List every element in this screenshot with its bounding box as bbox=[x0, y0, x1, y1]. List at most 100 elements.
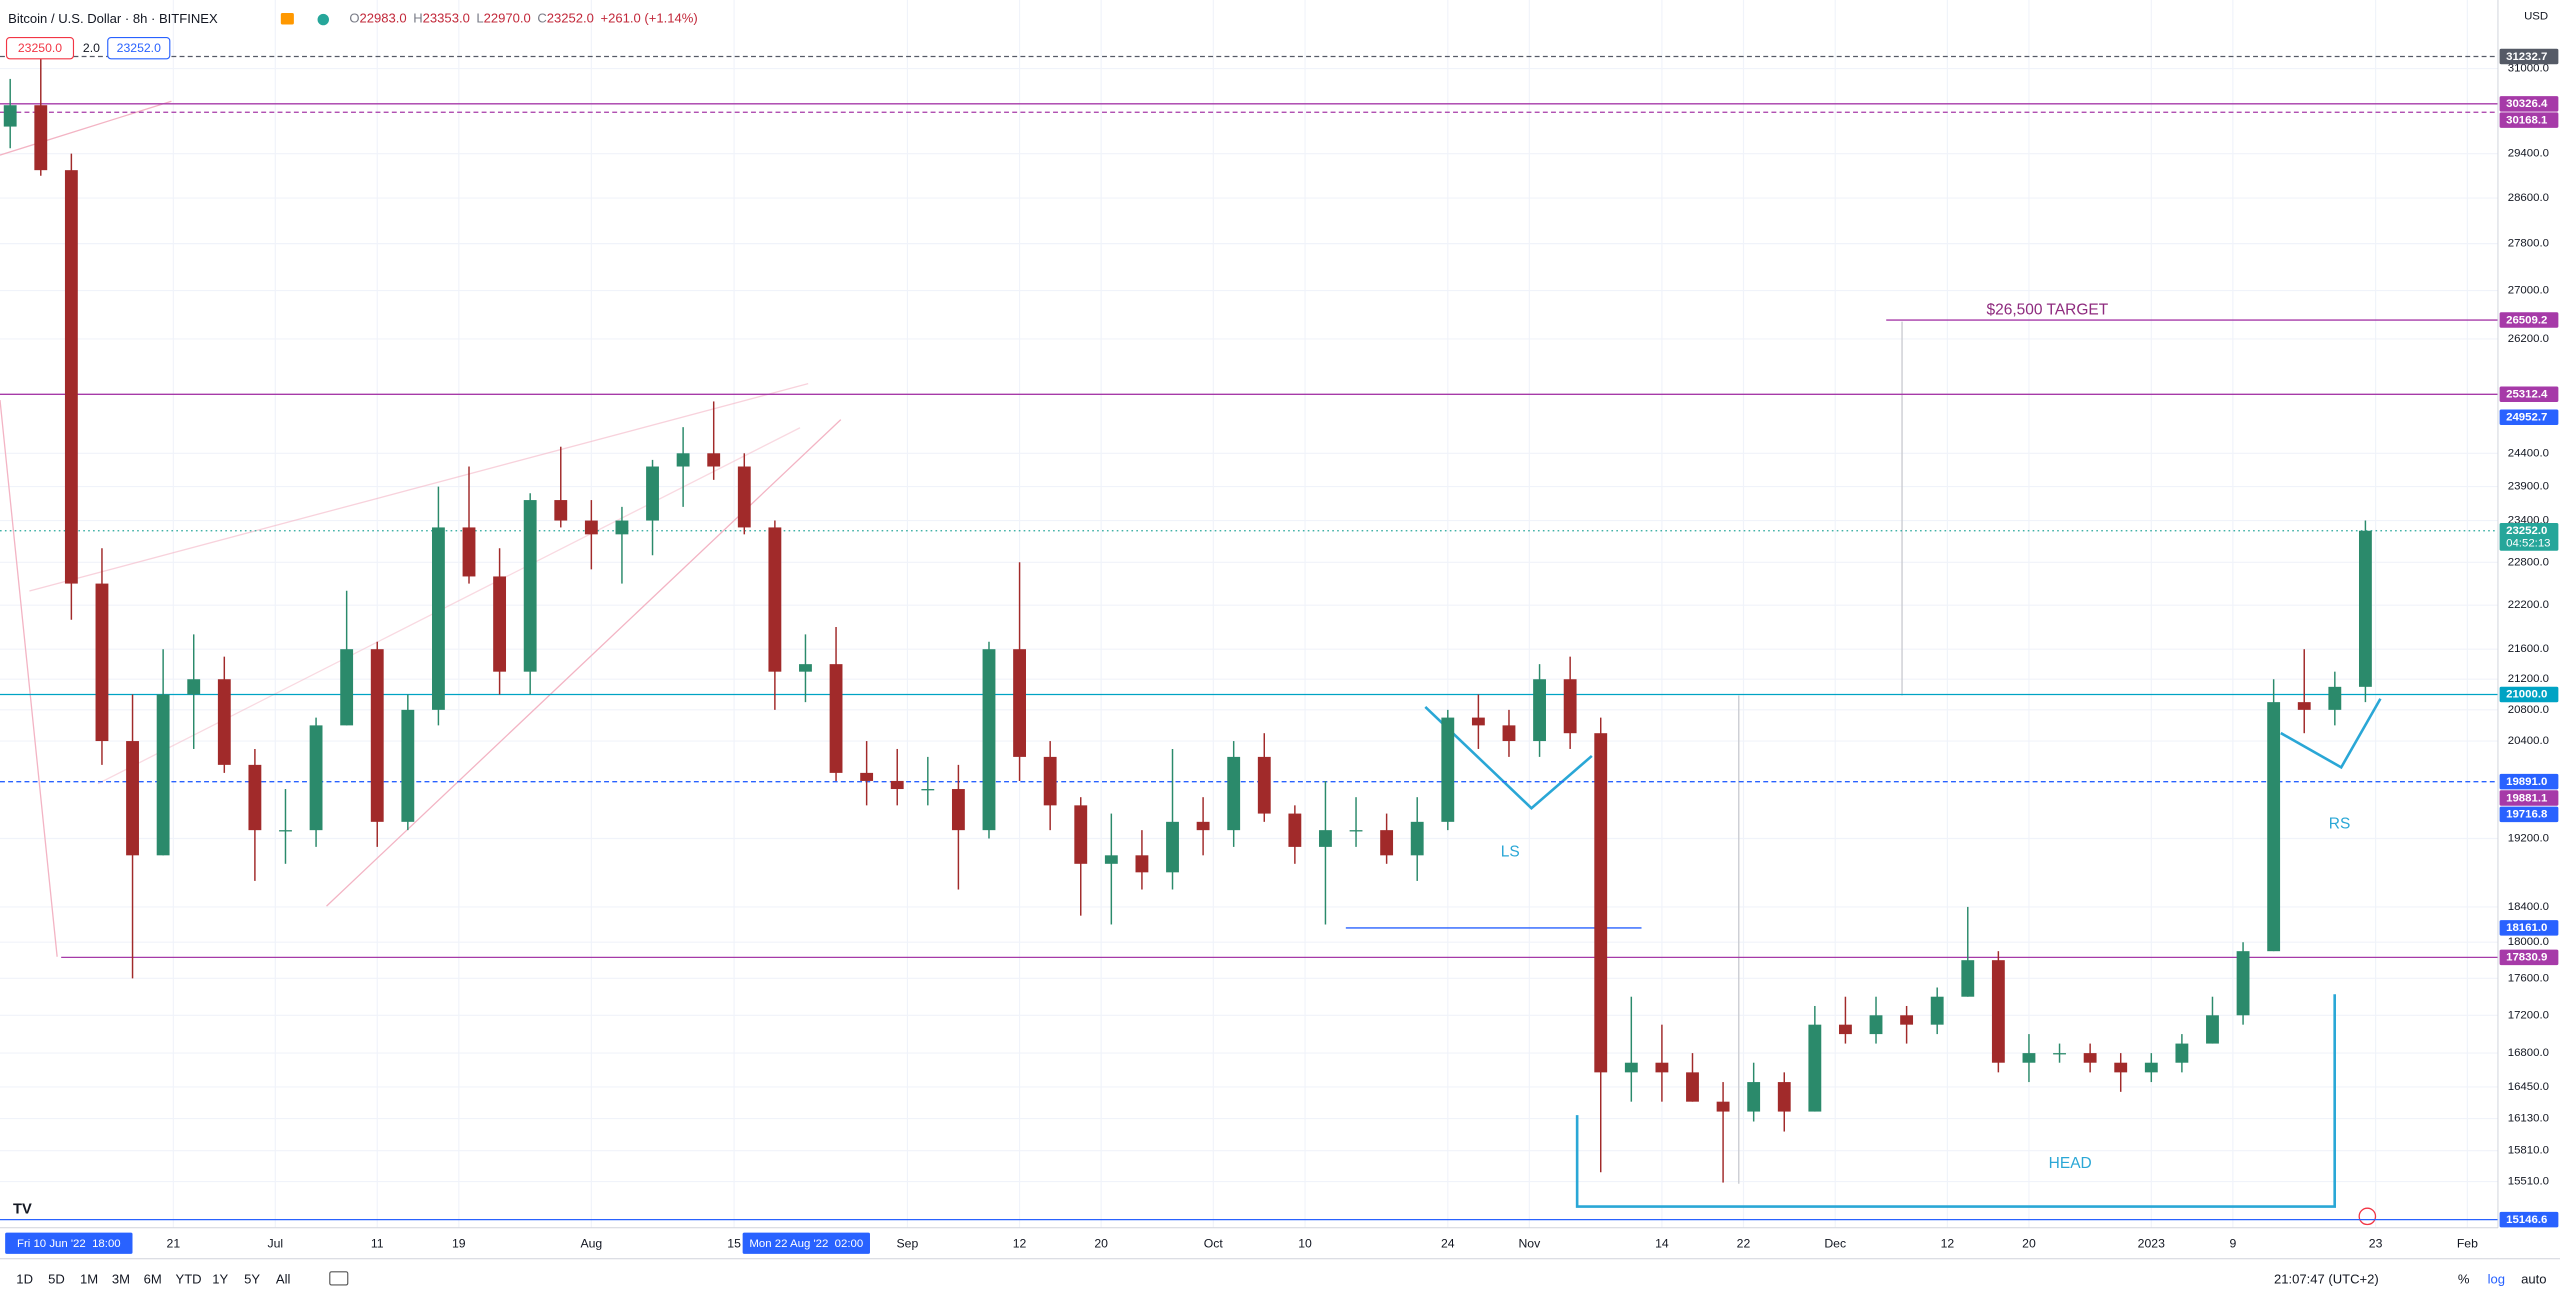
candle-body bbox=[187, 679, 201, 695]
alert-icon[interactable] bbox=[2358, 1207, 2377, 1226]
axes: USD TV 31000.0 29400.0 28600.0 27800.0 27000… bbox=[0, 0, 2560, 1260]
candle-body bbox=[1961, 960, 1975, 997]
candle-body bbox=[2358, 530, 2372, 687]
y-tick-label: 15510.0 bbox=[2508, 1176, 2549, 1188]
candle-body bbox=[1716, 1101, 1730, 1112]
percent-toggle[interactable]: % bbox=[2458, 1271, 2470, 1286]
y-tick-label: 18000.0 bbox=[2508, 936, 2549, 948]
log-toggle[interactable]: log bbox=[2488, 1271, 2505, 1286]
candle-body bbox=[707, 453, 721, 467]
date-range-icon[interactable] bbox=[329, 1271, 349, 1286]
level-lines bbox=[0, 55, 2498, 1221]
y-tick-label: 21600.0 bbox=[2508, 643, 2549, 655]
x-tick-label: Feb bbox=[2457, 1236, 2478, 1250]
candle-body bbox=[2267, 702, 2281, 952]
candle-body bbox=[1930, 996, 1944, 1025]
auto-toggle[interactable]: auto bbox=[2521, 1271, 2546, 1286]
range-button[interactable]: 1D bbox=[16, 1271, 33, 1286]
y-tick-label: 27000.0 bbox=[2508, 285, 2549, 297]
x-tick-label: 24 bbox=[1441, 1236, 1455, 1250]
price-label: 30168.1 bbox=[2506, 114, 2548, 126]
price-label-bg bbox=[2499, 806, 2559, 823]
range-button[interactable]: 5Y bbox=[244, 1271, 260, 1286]
x-tick-label: Aug bbox=[580, 1236, 602, 1250]
time-axis-bg bbox=[0, 1227, 2560, 1258]
candle-body bbox=[737, 466, 751, 528]
price-label: 19716.8 bbox=[2506, 809, 2547, 821]
buy-price[interactable]: 23252.0 bbox=[117, 41, 161, 55]
trend-line bbox=[326, 419, 842, 907]
range-button[interactable]: 1M bbox=[80, 1271, 98, 1286]
buy-button[interactable] bbox=[107, 36, 171, 60]
y-tick-label: 18400.0 bbox=[2508, 901, 2549, 913]
candle-body bbox=[3, 105, 17, 127]
flag-icon[interactable] bbox=[280, 13, 294, 25]
x-tick-label: Jul bbox=[267, 1236, 283, 1250]
candle-body bbox=[2297, 702, 2311, 710]
price-label-bg bbox=[2499, 1211, 2559, 1228]
logo[interactable]: TV bbox=[13, 1202, 32, 1218]
price-label-bg bbox=[2499, 773, 2559, 790]
price-label: 15146.6 bbox=[2506, 1214, 2547, 1226]
y-tick-label: 23900.0 bbox=[2508, 481, 2549, 493]
sell-button[interactable] bbox=[5, 36, 75, 60]
clock: 21:07:47 (UTC+2) bbox=[2274, 1271, 2379, 1286]
candle-body bbox=[646, 466, 659, 521]
x-tick-label: 12 bbox=[1941, 1236, 1955, 1250]
candle-body bbox=[1808, 1024, 1822, 1112]
range-button[interactable]: 6M bbox=[144, 1271, 162, 1286]
price-label: 24952.7 bbox=[2506, 412, 2547, 424]
ohlc-key: H bbox=[413, 11, 422, 26]
candle-body bbox=[1686, 1072, 1699, 1102]
candle-body bbox=[2236, 951, 2250, 1016]
candle-body bbox=[1563, 679, 1577, 734]
candle-body bbox=[1900, 1015, 1914, 1025]
candles bbox=[3, 37, 2372, 1183]
candle-body bbox=[1441, 717, 1455, 822]
x-tick-label: 11 bbox=[371, 1236, 384, 1250]
ohlc-change: +261.0 (+1.14%) bbox=[600, 11, 697, 26]
symbol[interactable]: Bitcoin / U.S. Dollar · 8h · BITFINEX bbox=[8, 11, 218, 26]
range-button[interactable]: 1Y bbox=[212, 1271, 228, 1286]
candle-body bbox=[370, 649, 384, 822]
ohlc-value: 23252.0 bbox=[547, 11, 594, 26]
range-button[interactable]: 3M bbox=[112, 1271, 130, 1286]
range-button[interactable]: YTD bbox=[176, 1271, 202, 1286]
toolbar: 21:07:47 (UTC+2) % log auto 1D 5D 1M 3M 6M YT… bbox=[16, 1271, 2547, 1286]
candle-body bbox=[1594, 733, 1608, 1073]
x-tick-label: 20 bbox=[2022, 1236, 2036, 1250]
candle-body bbox=[279, 830, 292, 832]
candle-body bbox=[2053, 1053, 2066, 1055]
candle-body bbox=[2022, 1053, 2036, 1063]
candle-body bbox=[1135, 855, 1149, 873]
crosshair-time-bg bbox=[742, 1232, 870, 1254]
spread: 2.0 bbox=[83, 41, 100, 55]
sell-price[interactable]: 23250.0 bbox=[18, 41, 62, 55]
price-label-bg bbox=[2499, 48, 2559, 65]
price-label: 31232.7 bbox=[2506, 51, 2547, 63]
range-button[interactable]: 5D bbox=[48, 1271, 65, 1286]
candle-body bbox=[126, 741, 139, 856]
y-tick-label: 16450.0 bbox=[2508, 1081, 2549, 1093]
y-tick-label: 22200.0 bbox=[2508, 599, 2549, 611]
candle-body bbox=[1288, 813, 1302, 847]
y-tick-label: 27800.0 bbox=[2508, 238, 2549, 250]
price-label-bg bbox=[2499, 522, 2559, 551]
head-bracket bbox=[1575, 994, 2336, 1208]
range-button[interactable]: All bbox=[276, 1271, 291, 1286]
price-label-bg bbox=[2499, 949, 2559, 966]
candle-body bbox=[768, 527, 782, 672]
currency[interactable]: USD bbox=[2524, 10, 2548, 22]
candle-body bbox=[982, 649, 996, 831]
header: Bitcoin / U.S. Dollar · 8h · BITFINEX O2… bbox=[5, 11, 698, 60]
x-tick-label: 21 bbox=[167, 1236, 181, 1250]
ohlc-key: C bbox=[537, 11, 546, 26]
x-tick-label: 14 bbox=[1655, 1236, 1669, 1250]
candle-body bbox=[1349, 830, 1363, 832]
candle-body bbox=[951, 789, 965, 831]
candle-body bbox=[1196, 821, 1210, 831]
candle-body bbox=[2114, 1062, 2128, 1073]
ohlc-key: L bbox=[476, 11, 483, 26]
